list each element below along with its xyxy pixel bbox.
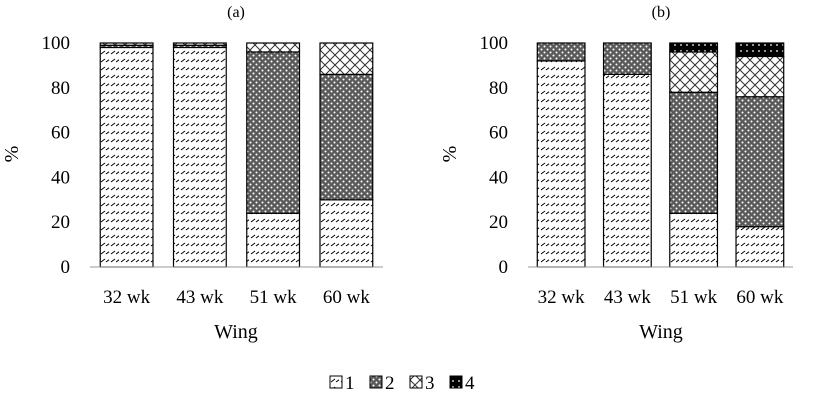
bar-segment-b-1-series-1 bbox=[536, 60, 586, 268]
y-tick-label-b: 80 bbox=[489, 78, 508, 99]
y-tick-label-a: 80 bbox=[51, 78, 70, 99]
x-tick-label-a: 32 wk bbox=[103, 287, 150, 308]
bar-segment-b-3-series-4 bbox=[669, 42, 719, 53]
bar-segment-a-1-series-1 bbox=[99, 46, 154, 268]
chart-panel-b: (b) % Wing 0 20 40 60 80 100 32 wk 43 wk 51 wk 60… bbox=[439, 4, 793, 343]
y-tick-label-b: 60 bbox=[489, 123, 508, 144]
chart-panel-a: (a) % Wing 0 20 40 60 80 100 32 wk 43 wk 51 wk 60… bbox=[1, 4, 383, 343]
y-tick-label-a: 40 bbox=[51, 167, 70, 188]
x-tick-label-b: 51 wk bbox=[670, 287, 717, 308]
bar-segment-a-4-series-3 bbox=[319, 42, 374, 75]
bar-segment-b-4-series-2 bbox=[735, 96, 785, 228]
x-axis-label-a: Wing bbox=[214, 321, 258, 343]
x-tick-label-a: 43 wk bbox=[176, 287, 223, 308]
x-tick-label-b: 60 wk bbox=[736, 287, 783, 308]
legend-label-4: 4 bbox=[465, 373, 475, 394]
y-tick-label-a: 100 bbox=[42, 33, 71, 54]
bar-segment-b-3-series-1 bbox=[669, 212, 719, 268]
x-tick-label-a: 60 wk bbox=[323, 287, 370, 308]
x-tick-label-a: 51 wk bbox=[250, 287, 297, 308]
chart-title-b: (b) bbox=[652, 4, 671, 21]
y-tick-label-b: 20 bbox=[489, 212, 508, 233]
legend-label-2: 2 bbox=[385, 373, 395, 394]
y-axis-label-a: % bbox=[1, 146, 23, 163]
bar-segment-b-4-series-4 bbox=[735, 42, 785, 58]
bar-segment-a-4-series-1 bbox=[319, 199, 374, 268]
legend-swatch-2 bbox=[369, 375, 383, 389]
bar-segment-b-3-series-2 bbox=[669, 91, 719, 214]
bar-segment-a-2-series-3 bbox=[172, 42, 227, 46]
legend-label-1: 1 bbox=[345, 373, 355, 394]
chart-title-a: (a) bbox=[227, 4, 245, 21]
y-tick-label-b: 100 bbox=[480, 33, 509, 54]
bar-segment-b-4-series-1 bbox=[735, 226, 785, 268]
legend-swatch-4 bbox=[449, 375, 463, 389]
bar-segment-a-3-series-2 bbox=[246, 51, 301, 214]
bar-segment-b-1-series-2 bbox=[536, 42, 586, 62]
x-tick-label-b: 32 wk bbox=[538, 287, 585, 308]
legend-label-3: 3 bbox=[425, 373, 435, 394]
y-axis-label-b: % bbox=[439, 146, 461, 163]
y-tick-label-b: 0 bbox=[499, 257, 509, 278]
bar-segment-a-3-series-1 bbox=[246, 212, 301, 268]
y-tick-label-a: 60 bbox=[51, 123, 70, 144]
legend: 1 2 3 4 bbox=[329, 373, 475, 394]
y-tick-label-a: 20 bbox=[51, 212, 70, 233]
bar-segment-a-2-series-1 bbox=[172, 46, 227, 268]
bar-segment-a-1-series-3 bbox=[99, 42, 154, 46]
bar-segment-b-2-series-1 bbox=[602, 73, 652, 268]
bar-segment-b-4-series-3 bbox=[735, 55, 785, 98]
bar-segment-a-3-series-3 bbox=[246, 42, 301, 53]
legend-swatch-3 bbox=[409, 375, 423, 389]
y-tick-label-b: 40 bbox=[489, 167, 508, 188]
x-tick-label-b: 43 wk bbox=[604, 287, 651, 308]
bar-segment-a-4-series-2 bbox=[319, 73, 374, 201]
x-axis-label-b: Wing bbox=[639, 321, 683, 343]
bar-segment-b-3-series-3 bbox=[669, 51, 719, 93]
bar-segment-b-2-series-2 bbox=[602, 42, 652, 75]
y-tick-label-a: 0 bbox=[61, 257, 71, 278]
legend-swatch-1 bbox=[329, 375, 343, 389]
